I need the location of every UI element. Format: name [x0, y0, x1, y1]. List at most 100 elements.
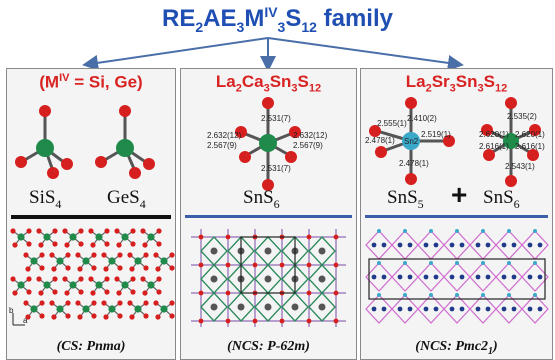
lattice-atom: [198, 234, 204, 240]
lattice-atom: [403, 293, 407, 297]
lattice-atom: [318, 275, 326, 283]
bond-label: 2.567(9): [207, 141, 237, 150]
lattice-diamond: [254, 292, 282, 322]
lattice-diamond: [469, 230, 497, 260]
lattice-atom: [225, 262, 231, 268]
lattice-tetrahedron: [114, 228, 136, 248]
bond-label: 2.531(7): [261, 114, 291, 123]
panel-header: (MIV = Si, Ge): [39, 72, 143, 92]
lattice-atom: [237, 303, 245, 311]
lattice-diamond: [227, 292, 255, 322]
structure-cs: [10, 228, 175, 320]
lattice-atom: [481, 229, 485, 233]
lattice-tetrahedron: [101, 252, 123, 272]
atom-label: Sn2: [404, 137, 419, 146]
lattice-tetrahedron: [23, 300, 45, 320]
lattice-atom: [475, 242, 481, 248]
formula-sns6: SnS6: [243, 187, 280, 211]
lattice-atom: [198, 262, 204, 268]
lattice-atom: [377, 229, 381, 233]
lattice-diamond: [469, 294, 497, 324]
lattice-atom: [306, 234, 312, 240]
lattice-atom: [333, 290, 339, 296]
lattice-tetrahedron: [75, 300, 97, 320]
arrow-left: [82, 37, 269, 71]
lattice-atom: [429, 261, 433, 265]
lattice-atom: [533, 293, 537, 297]
lattice-atom: [537, 274, 543, 280]
lattice-atom: [381, 306, 387, 312]
lattice-diamond: [391, 294, 419, 324]
axis-a: a: [23, 316, 28, 325]
lattice-atom: [264, 303, 272, 311]
lattice-atom: [397, 274, 403, 280]
unit-cell: [240, 236, 296, 294]
lattice-atom: [459, 242, 465, 248]
lattice-atom: [527, 306, 533, 312]
formula-sns5: SnS5: [387, 187, 424, 211]
caption-cs: (CS: Pnma): [56, 339, 126, 354]
branch-arrows: [82, 37, 464, 72]
lattice-atom: [291, 303, 299, 311]
lattice-atom: [371, 274, 377, 280]
structure-ncs-pmc21: [365, 229, 549, 324]
lattice-atom: [501, 274, 507, 280]
lattice-tetrahedron: [88, 276, 110, 296]
panel-mIV: (MIV = Si, Ge) SiS4 GeS4: [6, 68, 176, 360]
lattice-tetrahedron: [62, 228, 84, 248]
separator: [365, 215, 548, 218]
lattice-atom: [225, 290, 231, 296]
lattice-atom: [381, 242, 387, 248]
lattice-diamond: [365, 294, 393, 324]
lattice-atom: [527, 274, 533, 280]
lattice-diamond: [495, 230, 523, 260]
lattice-diamond: [281, 292, 309, 322]
lattice-atom: [397, 242, 403, 248]
panel-header: La2Ca3Sn3S12: [215, 72, 322, 95]
lattice-tetrahedron: [49, 300, 71, 320]
lattice-tetrahedron: [23, 252, 45, 272]
panel-header: La2Sr3Sn3S12: [405, 72, 508, 95]
lattice-tetrahedron: [36, 276, 58, 296]
lattice-atom: [403, 229, 407, 233]
lattice-diamond: [521, 262, 549, 292]
lattice-tetrahedron: [10, 228, 32, 248]
lattice-atom: [429, 293, 433, 297]
lattice-atom: [537, 242, 543, 248]
lattice-atom: [433, 306, 439, 312]
lattice-atom: [533, 229, 537, 233]
lattice-atom: [423, 242, 429, 248]
lattice-diamond: [417, 230, 445, 260]
lattice-atom: [533, 261, 537, 265]
lattice-tetrahedron: [101, 300, 123, 320]
lattice-tetrahedron: [114, 276, 136, 296]
lattice-atom: [198, 290, 204, 296]
lattice-diamond: [308, 292, 336, 322]
lattice-tetrahedron: [88, 228, 110, 248]
lattice-atom: [318, 247, 326, 255]
bond-label: 2.616(1): [479, 142, 509, 151]
lattice-atom: [507, 261, 511, 265]
lattice-atom: [333, 262, 339, 268]
lattice-atom: [264, 275, 272, 283]
lattice-tetrahedron: [49, 252, 71, 272]
lattice-diamond: [391, 262, 419, 292]
lattice-atom: [371, 242, 377, 248]
sis4-tetrahedron: [15, 105, 73, 179]
lattice-atom: [507, 229, 511, 233]
lattice-atom: [397, 306, 403, 312]
bond-label: 2.632(12): [207, 131, 242, 140]
lattice-atom: [381, 274, 387, 280]
lattice-diamond: [391, 230, 419, 260]
lattice-atom: [511, 274, 517, 280]
lattice-atom: [501, 242, 507, 248]
panel-la2sr3: La2Sr3Sn3S12 2.410(2) 2.555(1) 2.478(1) …: [360, 68, 553, 360]
lattice-tetrahedron: [127, 252, 149, 272]
separator: [11, 215, 171, 219]
lattice-diamond: [443, 262, 471, 292]
lattice-atom: [264, 247, 272, 255]
formula-sns6: SnS6: [483, 187, 520, 211]
lattice-atom: [333, 234, 339, 240]
axis-indicator: b a: [9, 306, 28, 326]
lattice-atom: [459, 306, 465, 312]
